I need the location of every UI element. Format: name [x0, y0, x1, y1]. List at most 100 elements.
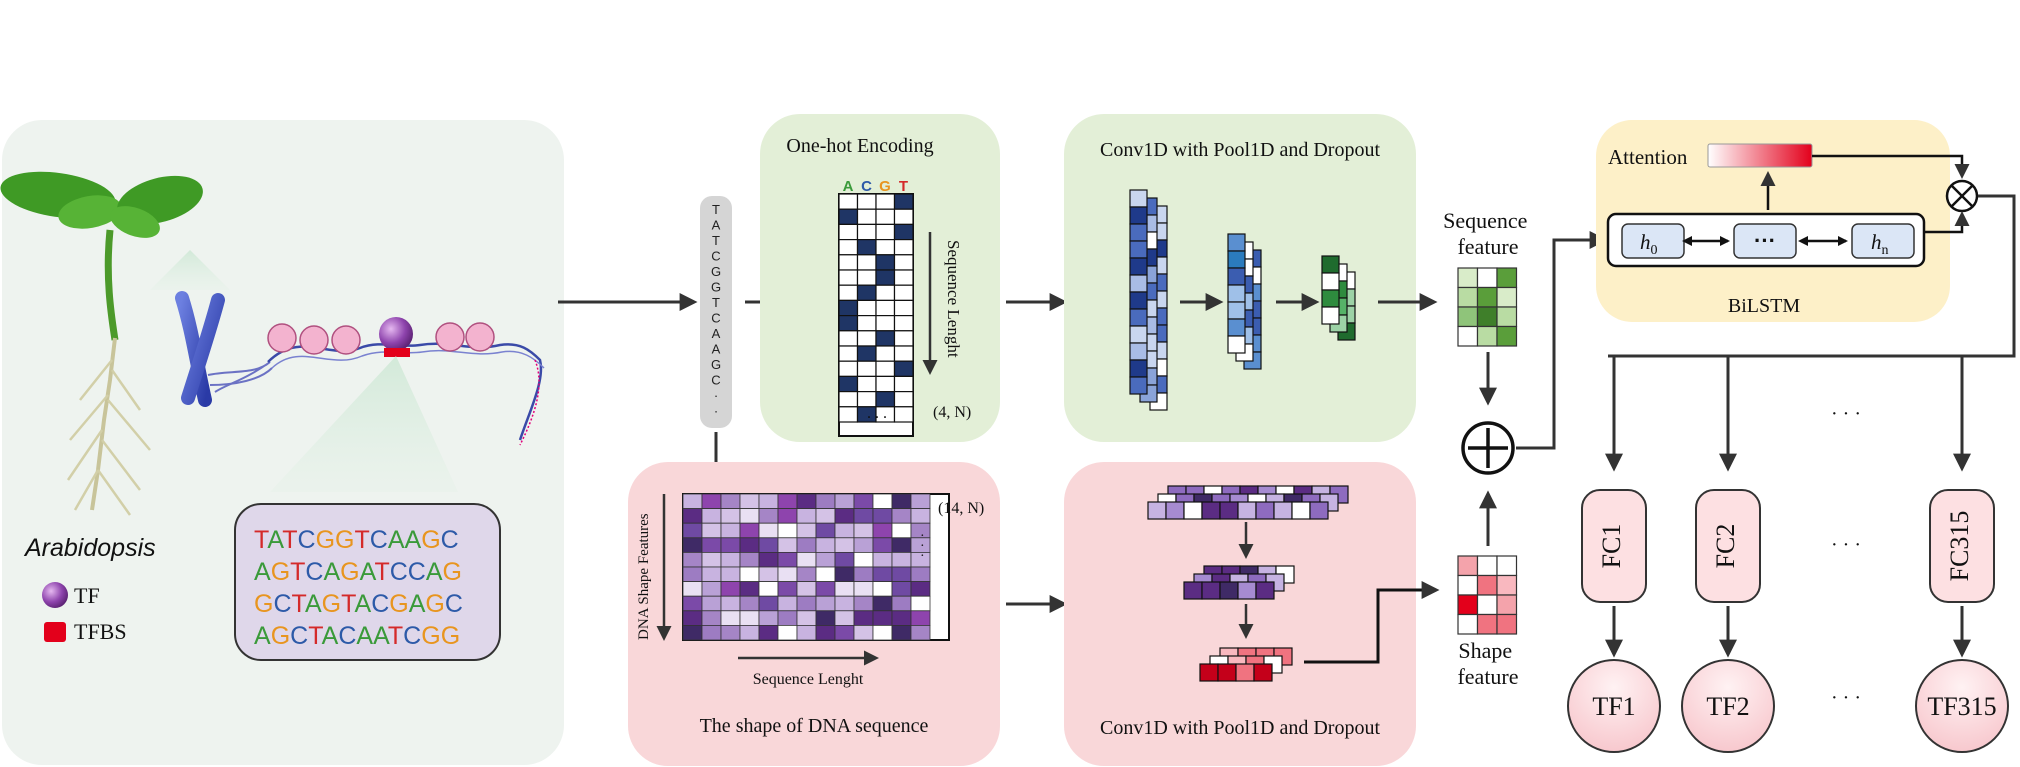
- onehot-cell: [875, 360, 896, 378]
- shape-cell: [796, 537, 817, 553]
- shape-cell: [853, 595, 874, 612]
- shape-cell: [739, 581, 760, 597]
- shape-cell: [853, 508, 874, 524]
- shape-cell: [777, 581, 798, 597]
- tf-sphere-icon: [379, 317, 413, 351]
- conv-sequence-map-cell: [1321, 289, 1340, 308]
- conv-shape-map-cell: [1291, 501, 1311, 520]
- chromosome-icon: [175, 291, 273, 407]
- shape-cell: [891, 552, 912, 568]
- shape-cell: [834, 610, 855, 626]
- shape-cell: [682, 610, 703, 626]
- conv-shape-map-cell: [1273, 501, 1293, 520]
- conv-shape-map-cell: [1201, 501, 1221, 520]
- onehot-cell: [875, 315, 896, 332]
- input-sequence-letters: TATCGGTCAAGC··: [711, 202, 721, 419]
- conv-sequence-map-cell: [1129, 359, 1148, 378]
- input-sequence-letter: T: [712, 295, 720, 310]
- conv-sequence-map-cell: [1227, 267, 1246, 286]
- onehot-cell: [856, 375, 877, 393]
- onehot-dims: (4, N): [933, 404, 971, 421]
- fc-node: [1581, 489, 1647, 603]
- conv-sequence-map-cell: [1227, 284, 1246, 303]
- shape-cell: [910, 581, 931, 597]
- sequence-box: [234, 503, 501, 661]
- conv-shape-map-cell: [1165, 501, 1185, 520]
- shape-cell: [891, 595, 912, 612]
- conv-shape-map-cell: [1219, 501, 1239, 520]
- shape-cell: [815, 552, 836, 568]
- conv-sequence-map-cell: [1129, 223, 1148, 242]
- shape-feature-cell: [1476, 555, 1498, 577]
- sequence-feature-cell: [1496, 306, 1518, 328]
- shape-cell: [701, 595, 722, 612]
- onehot-column-label: C: [861, 178, 872, 195]
- shape-feature-cell: [1476, 574, 1498, 596]
- onehot-column-label: A: [843, 178, 854, 195]
- onehot-cell: [875, 345, 896, 362]
- arrow-conv-shape-to-shape-feature: [1304, 581, 1440, 664]
- shape-matrix: [682, 493, 950, 641]
- shape-cell: [739, 595, 760, 612]
- shape-feature-cell: [1496, 613, 1518, 635]
- input-sequence-letter: G: [711, 357, 721, 372]
- shape-cell: [853, 625, 874, 641]
- output-distribution-lines: [1608, 194, 2016, 358]
- dna-strand-illustration: [267, 317, 545, 446]
- shape-cell: [777, 493, 798, 510]
- shape-cell: [777, 566, 798, 583]
- shape-cell: [853, 581, 874, 597]
- shape-cell: [853, 610, 874, 626]
- input-sequence-letter: A: [712, 342, 721, 357]
- sequence-feature-matrix: [1457, 267, 1518, 347]
- onehot-cell: [856, 330, 877, 347]
- onehot-cell: [838, 360, 859, 378]
- plant-illustration: [0, 171, 203, 516]
- sequence-feature-cell: [1496, 286, 1518, 308]
- sequence-lines: TATCGGTCAAGC AGTCAGATCCAG GCTAGTACGAGC AGCT…: [254, 526, 463, 650]
- shape-cell: [720, 625, 741, 641]
- onehot-cell: [838, 315, 859, 332]
- sequence-feature-cell: [1476, 286, 1498, 308]
- conv-shape-map-cell: [1309, 501, 1329, 520]
- onehot-cell: [856, 269, 877, 286]
- shape-cell: [853, 566, 874, 583]
- shape-cell: [796, 552, 817, 568]
- shape-cell: [701, 508, 722, 524]
- shape-cell: [720, 566, 741, 583]
- onehot-title: One-hot Encoding: [786, 135, 933, 157]
- shape-cell: [739, 493, 760, 510]
- shape-cell: [796, 522, 817, 539]
- shape-cell: [739, 537, 760, 553]
- nucleosome-cluster-left: [267, 323, 361, 355]
- lstm-state-mid: [1733, 223, 1797, 259]
- onehot-cell: [875, 193, 896, 210]
- shape-cell: [891, 493, 912, 510]
- shape-feature-cell: [1476, 594, 1498, 616]
- shape-cell: [815, 493, 836, 510]
- shape-cell: [834, 566, 855, 583]
- shape-cell: [701, 552, 722, 568]
- shape-cell: [834, 493, 855, 510]
- onehot-matrix: [838, 193, 914, 437]
- conv-shape-title: Conv1D with Pool1D and Dropout: [1100, 717, 1380, 739]
- conv-shape-map-cell: [1199, 663, 1219, 682]
- conv-sequence-map-cell: [1129, 206, 1148, 225]
- shape-cell: [796, 493, 817, 510]
- shape-cell: [891, 625, 912, 641]
- conv-shape-map-cell: [1237, 501, 1257, 520]
- conv-sequence-map-cell: [1129, 342, 1148, 361]
- conv-shape-map-cell: [1255, 501, 1275, 520]
- product-icon: [1945, 179, 1979, 213]
- shape-feature-cell: [1457, 555, 1479, 577]
- onehot-cell: [838, 193, 859, 210]
- onehot-cell: [893, 360, 914, 378]
- input-sequence-letter: G: [711, 264, 721, 279]
- onehot-cell: [893, 223, 914, 241]
- shape-feature-cell: [1496, 594, 1518, 616]
- shape-cell: [815, 508, 836, 524]
- input-sequence-letter: A: [712, 218, 721, 233]
- shape-cell: [853, 537, 874, 553]
- conv-shape-map-cell: [1201, 581, 1221, 600]
- conv-sequence-map-cell: [1227, 301, 1246, 320]
